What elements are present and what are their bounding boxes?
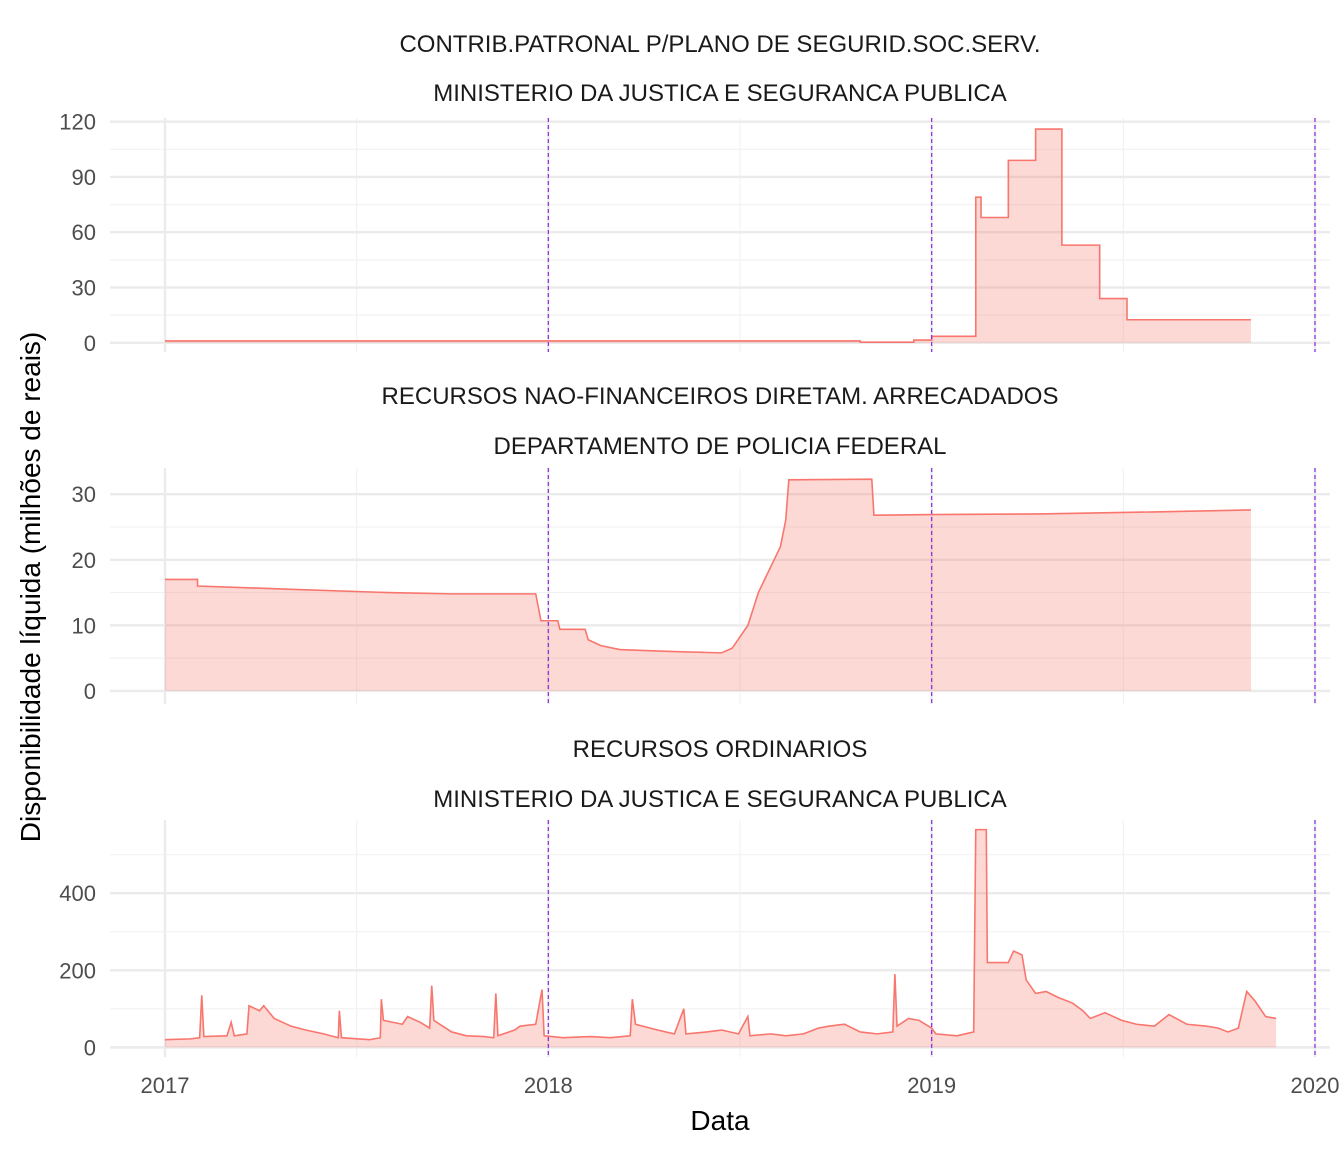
- y-tick-label: 30: [72, 276, 96, 301]
- x-tick-label: 2019: [907, 1073, 956, 1098]
- y-tick-label: 10: [72, 613, 96, 638]
- series-line: [165, 478, 1251, 654]
- facet-panel: 0 30 60 90 120 CONTRIB.PATRONAL P/PLANO DE SE…: [59, 31, 1330, 356]
- y-tick-label: 120: [59, 110, 96, 135]
- panel-title-line1: RECURSOS NAO-FINANCEIROS DIRETAM. ARRECA…: [382, 383, 1059, 410]
- y-tick-label: 90: [72, 165, 96, 190]
- series-line: [164, 828, 1277, 1041]
- series-area: [165, 829, 1277, 1048]
- y-tick-label: 0: [84, 679, 96, 704]
- y-tick-label: 0: [84, 1035, 96, 1060]
- y-axis-title: Disponibilidade líquida (milhões de reai…: [15, 332, 46, 843]
- panel-title-line1: CONTRIB.PATRONAL P/PLANO DE SEGURID.SOC.…: [399, 31, 1040, 58]
- facet-panel: 0 10 20 30 RECURSOS NAO-FINANCEIROS DIRETAM.…: [72, 383, 1330, 704]
- panel-title-line2: MINISTERIO DA JUSTICA E SEGURANCA PUBLIC…: [433, 80, 1006, 107]
- x-tick-label: 2017: [141, 1073, 190, 1098]
- y-tick-label: 60: [72, 220, 96, 245]
- panel-title-line1: RECURSOS ORDINARIOS: [573, 736, 868, 763]
- x-tick-label: 2020: [1291, 1073, 1340, 1098]
- x-tick-label: 2018: [524, 1073, 573, 1098]
- panel-title-line2: DEPARTAMENTO DE POLICIA FEDERAL: [494, 433, 947, 460]
- series-line: [165, 128, 1251, 344]
- y-tick-label: 20: [72, 548, 96, 573]
- panel-title-line2: MINISTERIO DA JUSTICA E SEGURANCA PUBLIC…: [433, 786, 1006, 813]
- y-tick-label: 200: [59, 958, 96, 983]
- series-area: [165, 129, 1251, 343]
- y-tick-label: 30: [72, 482, 96, 507]
- y-tick-label: 400: [59, 881, 96, 906]
- x-axis-title: Data: [690, 1105, 750, 1136]
- series-area: [165, 479, 1251, 691]
- y-tick-label: 0: [84, 331, 96, 356]
- facet-panel: 0 200 400 RECURSOS ORDINARIOS MINISTERIO DA …: [59, 736, 1330, 1060]
